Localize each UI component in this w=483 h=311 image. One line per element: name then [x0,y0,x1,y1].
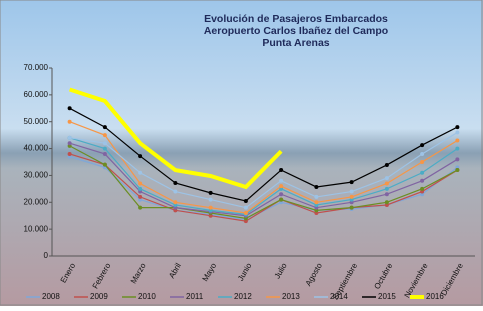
point [279,184,283,188]
point [420,160,424,164]
point [173,181,177,185]
point [385,176,389,180]
point [103,163,107,167]
point [279,168,283,172]
point [173,190,177,194]
point [138,187,142,191]
point [68,120,72,124]
point [420,187,424,191]
point [385,192,389,196]
legend-label: 2012 [234,292,252,301]
point [279,192,283,196]
point [68,106,72,110]
point [244,199,248,203]
point [209,198,213,202]
point [314,195,318,199]
chart-title: Punta Arenas [262,37,329,49]
y-tick-label: 50.000 [24,117,49,126]
point [350,195,354,199]
point [138,181,142,185]
point [138,154,142,158]
point [68,136,72,140]
legend-label: 2011 [186,292,204,301]
point [314,200,318,204]
legend-label: 2015 [378,292,396,301]
background [0,0,483,306]
point [420,179,424,183]
point [138,171,142,175]
point [138,195,142,199]
legend-label: 2016 [426,292,444,301]
chart: Evolución de Pasajeros Embarcados Aeropu… [0,0,483,306]
point [314,185,318,189]
point [173,200,177,204]
point [420,171,424,175]
legend-label: 2010 [138,292,156,301]
point [350,180,354,184]
point [138,206,142,210]
point [385,163,389,167]
legend-label: 2009 [90,292,108,301]
point [103,141,107,145]
y-tick-label: 60.000 [24,90,49,99]
point [350,190,354,194]
point [209,206,213,210]
chart-title: Evolución de Pasajeros Embarcados [204,13,388,25]
point [279,198,283,202]
point [455,130,459,134]
legend-label: 2013 [282,292,300,301]
point [420,152,424,156]
point [455,125,459,129]
point [103,125,107,129]
point [385,200,389,204]
y-tick-label: 20.000 [24,197,49,206]
point [385,187,389,191]
point [103,133,107,137]
point [385,181,389,185]
point [68,152,72,156]
y-tick-label: 70.000 [24,63,49,72]
point [455,157,459,161]
legend-label: 2008 [42,292,60,301]
point [455,147,459,151]
point [103,152,107,156]
y-tick-label: 10.000 [24,224,49,233]
y-tick-label: 30.000 [24,171,49,180]
point [103,147,107,151]
point [279,179,283,183]
point [420,143,424,147]
point [68,141,72,145]
point [244,206,248,210]
point [244,211,248,215]
chart-title: Aeropuerto Carlos Ibañez del Campo [204,25,388,37]
point [350,206,354,210]
point [209,191,213,195]
y-tick-label: 40.000 [24,144,49,153]
point [455,168,459,172]
legend-label: 2014 [330,292,348,301]
y-tick-label: 0 [44,251,49,260]
point [455,139,459,143]
